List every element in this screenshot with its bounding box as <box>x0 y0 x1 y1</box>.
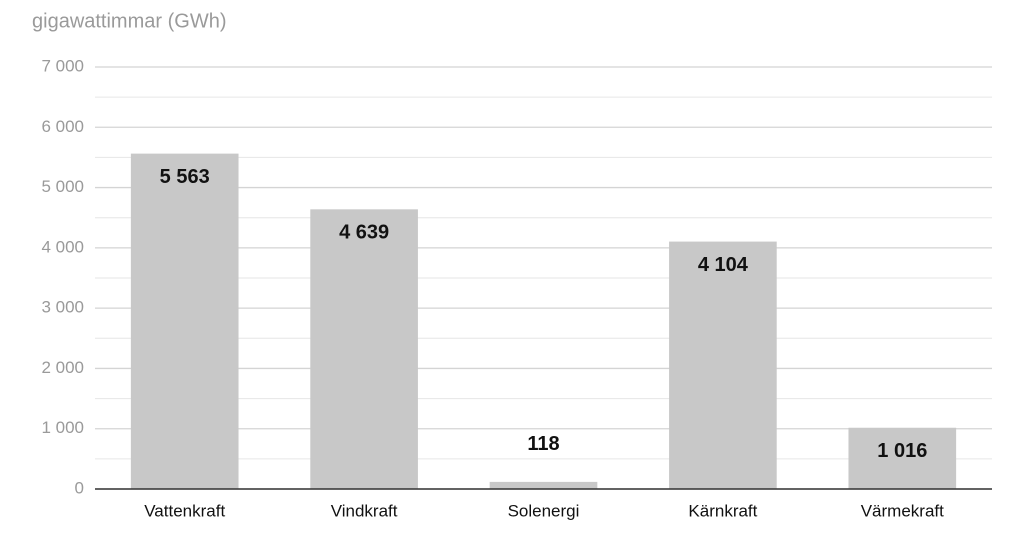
y-tick-label: 1 000 <box>41 418 84 437</box>
value-label: 4 639 <box>339 222 389 244</box>
y-tick-label: 7 000 <box>41 56 84 75</box>
bar <box>489 481 598 489</box>
bar <box>130 153 239 490</box>
value-label: 118 <box>527 433 559 455</box>
value-label: 4 104 <box>698 254 749 276</box>
x-tick-label: Vindkraft <box>331 501 398 520</box>
bar <box>848 427 957 489</box>
x-tick-label: Kärnkraft <box>688 501 757 520</box>
value-label: 5 563 <box>160 166 210 188</box>
y-tick-label: 3 000 <box>41 298 84 317</box>
y-tick-label: 6 000 <box>41 117 84 136</box>
y-tick-label: 5 000 <box>41 177 84 196</box>
bar <box>310 209 418 489</box>
value-label: 1 016 <box>877 440 927 462</box>
y-tick-label: 4 000 <box>41 237 84 256</box>
y-tick-label: 2 000 <box>41 358 84 377</box>
x-tick-label: Värmekraft <box>861 501 944 520</box>
bar <box>669 241 777 489</box>
x-tick-label: Vattenkraft <box>144 501 225 520</box>
x-tick-label: Solenergi <box>508 501 580 520</box>
y-tick-label: 0 <box>75 478 84 497</box>
y-axis-label: gigawattimmar (GWh) <box>32 10 226 32</box>
